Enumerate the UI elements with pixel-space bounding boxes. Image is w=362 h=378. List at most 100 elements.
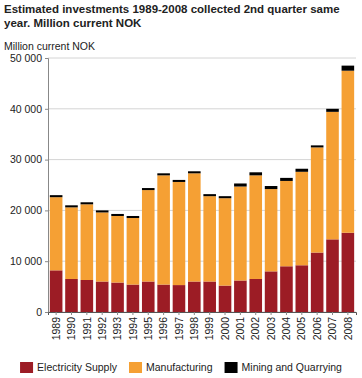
y-tick: 50 000 xyxy=(10,52,48,64)
x-tick-mark xyxy=(71,312,72,315)
bar xyxy=(50,197,63,270)
bar xyxy=(265,189,278,271)
bar xyxy=(127,218,140,285)
grid-line xyxy=(48,108,356,109)
x-tick-mark xyxy=(286,312,287,315)
legend-label: Mining and Quarrying xyxy=(242,361,343,373)
bar xyxy=(296,172,309,265)
x-tick-label: 1997 xyxy=(173,317,185,341)
bar xyxy=(265,271,278,312)
x-tick-label: 2001 xyxy=(234,317,246,341)
y-tick: 20 000 xyxy=(10,204,48,216)
y-tick-mark xyxy=(45,160,48,161)
y-tick-label: 50 000 xyxy=(10,52,42,64)
legend-label: Manufacturing xyxy=(146,361,213,373)
x-tick: 2005 xyxy=(295,312,307,340)
x-tick: 1999 xyxy=(203,312,215,340)
x-tick-mark xyxy=(102,312,103,315)
bars xyxy=(50,66,354,312)
bar xyxy=(296,265,309,312)
x-tick-label: 1992 xyxy=(96,317,108,341)
x-tick: 1989 xyxy=(50,312,62,340)
legend-item: Electricity Supply xyxy=(20,361,118,373)
bar xyxy=(142,188,155,190)
bar xyxy=(173,182,186,285)
bar xyxy=(50,195,63,197)
y-tick-label: 10 000 xyxy=(10,255,42,267)
x-tick: 2006 xyxy=(311,312,323,340)
legend-item: Manufacturing xyxy=(129,361,213,373)
bar xyxy=(326,239,339,312)
x-axis: 1989199019911992199319941995199619971998… xyxy=(49,312,357,340)
bar xyxy=(81,204,94,280)
x-tick-mark xyxy=(117,312,118,315)
bar xyxy=(96,212,109,281)
x-tick-mark xyxy=(271,312,272,315)
bar xyxy=(157,173,170,175)
x-tick-label: 2005 xyxy=(295,317,307,341)
x-tick: 1990 xyxy=(65,312,77,340)
x-tick: 2004 xyxy=(280,312,292,340)
x-tick-mark xyxy=(56,312,57,315)
bar xyxy=(280,178,293,181)
x-tick-mark xyxy=(225,312,226,315)
x-tick-mark xyxy=(332,312,333,315)
y-tick: 30 000 xyxy=(10,153,48,165)
bar xyxy=(219,198,232,285)
bar xyxy=(296,169,309,172)
bar xyxy=(249,175,262,279)
legend-swatch xyxy=(129,362,142,373)
bar xyxy=(280,181,293,266)
y-tick-label: 20 000 xyxy=(10,204,42,216)
bar xyxy=(311,147,324,252)
bar xyxy=(219,196,232,198)
x-tick: 1992 xyxy=(96,312,108,340)
bar xyxy=(96,282,109,312)
x-tick-label: 2004 xyxy=(280,317,292,341)
x-tick-label: 2007 xyxy=(326,317,338,341)
x-tick: 2002 xyxy=(249,312,261,340)
x-tick-label: 1990 xyxy=(65,317,77,341)
x-tick-label: 2002 xyxy=(249,317,261,341)
legend-label: Electricity Supply xyxy=(37,361,118,373)
x-tick-mark xyxy=(148,312,149,315)
x-tick: 1991 xyxy=(81,312,93,340)
x-tick-mark xyxy=(86,312,87,315)
bar xyxy=(326,112,339,240)
legend: Electricity Supply Manufacturing Mining an… xyxy=(20,361,342,373)
x-tick: 1993 xyxy=(111,312,123,340)
bar xyxy=(342,71,355,233)
bar xyxy=(111,283,124,312)
x-tick: 2007 xyxy=(326,312,338,340)
bar xyxy=(234,187,247,281)
x-tick-label: 1996 xyxy=(157,317,169,341)
title: Estimated investments 1989-2008 collecte… xyxy=(4,3,340,29)
y-tick-label: 30 000 xyxy=(10,153,42,165)
x-tick-label: 1989 xyxy=(50,317,62,341)
x-tick-label: 2006 xyxy=(311,317,323,341)
bar xyxy=(65,207,78,279)
series xyxy=(50,233,354,312)
bar xyxy=(127,285,140,312)
x-tick: 1997 xyxy=(173,312,185,340)
bar xyxy=(142,282,155,312)
bar xyxy=(234,183,247,186)
x-tick: 1995 xyxy=(142,312,154,340)
bar xyxy=(65,279,78,312)
bar xyxy=(65,205,78,207)
bar xyxy=(342,233,355,312)
x-tick-label: 1999 xyxy=(203,317,215,341)
x-tick: 1994 xyxy=(127,312,139,340)
bar xyxy=(81,280,94,312)
y-tick-mark xyxy=(45,261,48,262)
bar xyxy=(326,109,339,112)
bar xyxy=(96,210,109,212)
x-tick-mark xyxy=(240,312,241,315)
bar xyxy=(188,282,201,312)
y-tick-label: 0 xyxy=(36,306,42,318)
bar xyxy=(173,285,186,312)
x-tick: 2003 xyxy=(265,312,277,340)
bar xyxy=(203,196,216,281)
grid-line xyxy=(48,261,356,262)
x-tick: 1996 xyxy=(157,312,169,340)
